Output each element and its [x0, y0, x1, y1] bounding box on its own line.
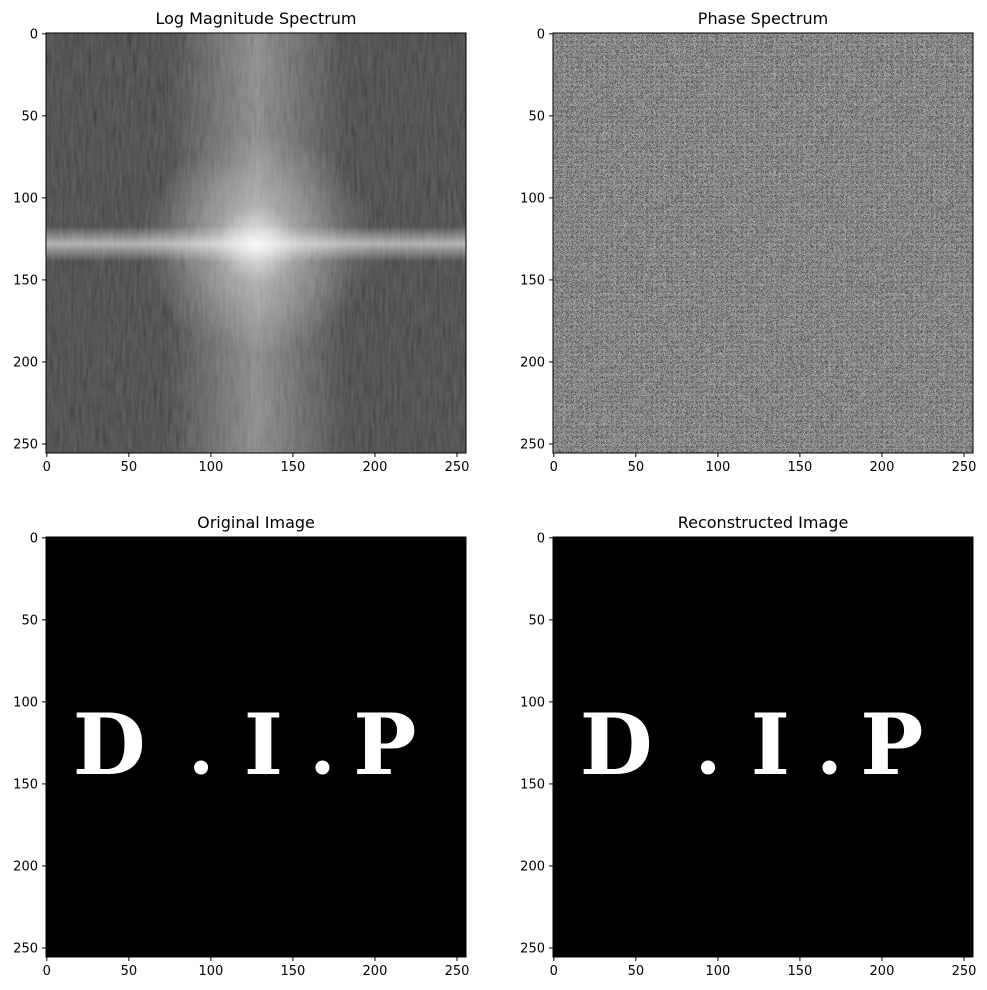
phase-ytick-label: 200 — [520, 355, 545, 370]
magnitude-xtick-label: 200 — [363, 460, 388, 475]
original-ytick-label: 150 — [13, 777, 38, 792]
reconstructed-dot — [822, 760, 837, 775]
original-xtick-label: 150 — [281, 964, 306, 979]
magnitude-ytick-label: 250 — [13, 437, 38, 452]
original-glyph: I — [244, 695, 283, 794]
magnitude-image — [46, 33, 466, 453]
phase-xtick-label: 150 — [788, 460, 813, 475]
magnitude-ytick-label: 100 — [13, 191, 38, 206]
reconstructed-title: Reconstructed Image — [678, 513, 849, 532]
reconstructed-glyph: D — [580, 695, 653, 794]
phase-panel: Phase Spectrum 0 50 100 150 200 250 0 50 100 150 20… — [520, 9, 976, 475]
phase-ytick-label: 50 — [528, 109, 545, 124]
magnitude-axes-frame — [45, 32, 467, 454]
phase-image — [553, 33, 973, 453]
reconstructed-xtick-label: 0 — [550, 964, 558, 979]
reconstructed-xtick-label: 250 — [952, 964, 977, 979]
magnitude-xtick-label: 0 — [43, 460, 51, 475]
reconstructed-panel: Reconstructed Image D I P 0 50 100 150 200 250 0 50… — [520, 513, 976, 979]
magnitude-xtick-label: 50 — [121, 460, 138, 475]
magnitude-xtick-label: 150 — [281, 460, 306, 475]
phase-ytick-label: 150 — [520, 273, 545, 288]
reconstructed-ytick-label: 150 — [520, 777, 545, 792]
reconstructed-ytick-label: 200 — [520, 859, 545, 874]
reconstructed-ytick-label: 50 — [528, 613, 545, 628]
phase-ytick-label: 250 — [520, 437, 545, 452]
original-xtick-label: 50 — [121, 964, 138, 979]
phase-axes-frame — [552, 32, 974, 454]
phase-title: Phase Spectrum — [698, 9, 828, 28]
reconstructed-glyph: I — [751, 695, 790, 794]
reconstructed-glyph: P — [860, 695, 923, 794]
original-ytick-label: 250 — [13, 941, 38, 956]
original-glyph: D — [73, 695, 146, 794]
magnitude-ytick-label: 0 — [30, 27, 38, 42]
original-axes-frame — [45, 536, 467, 958]
phase-xtick-label: 0 — [550, 460, 558, 475]
reconstructed-ytick-label: 250 — [520, 941, 545, 956]
reconstructed-ytick-label: 0 — [537, 531, 545, 546]
original-ytick-label: 100 — [13, 695, 38, 710]
phase-ytick-label: 0 — [537, 27, 545, 42]
original-xtick-label: 100 — [198, 964, 223, 979]
magnitude-xtick-label: 250 — [445, 460, 470, 475]
phase-xtick-label: 100 — [705, 460, 730, 475]
phase-xtick-label: 250 — [952, 460, 977, 475]
reconstructed-axes-frame — [552, 536, 974, 958]
original-ytick-label: 50 — [21, 613, 38, 628]
original-glyph: P — [353, 695, 416, 794]
original-dot — [315, 760, 330, 775]
original-ytick-label: 200 — [13, 859, 38, 874]
reconstructed-dot — [701, 760, 716, 775]
original-xtick-label: 0 — [43, 964, 51, 979]
original-xtick-label: 200 — [363, 964, 388, 979]
reconstructed-ytick-label: 100 — [520, 695, 545, 710]
reconstructed-xtick-label: 150 — [788, 964, 813, 979]
original-xtick-label: 250 — [445, 964, 470, 979]
original-title: Original Image — [197, 513, 315, 532]
magnitude-panel: Log Magnitude Spectrum 0 50 100 150 200 250 0 50… — [13, 9, 469, 475]
phase-ytick-label: 100 — [520, 191, 545, 206]
original-dot — [194, 760, 209, 775]
original-ytick-label: 0 — [30, 531, 38, 546]
phase-xtick-label: 200 — [870, 460, 895, 475]
magnitude-xtick-label: 100 — [198, 460, 223, 475]
original-panel: Original Image D I P 0 50 100 150 200 250 0 50 100 15… — [13, 513, 469, 979]
reconstructed-xtick-label: 100 — [705, 964, 730, 979]
magnitude-ytick-label: 50 — [21, 109, 38, 124]
reconstructed-xtick-label: 50 — [628, 964, 645, 979]
magnitude-ytick-label: 150 — [13, 273, 38, 288]
phase-xtick-label: 50 — [628, 460, 645, 475]
magnitude-ytick-label: 200 — [13, 355, 38, 370]
magnitude-title: Log Magnitude Spectrum — [155, 9, 356, 28]
reconstructed-xtick-label: 200 — [870, 964, 895, 979]
